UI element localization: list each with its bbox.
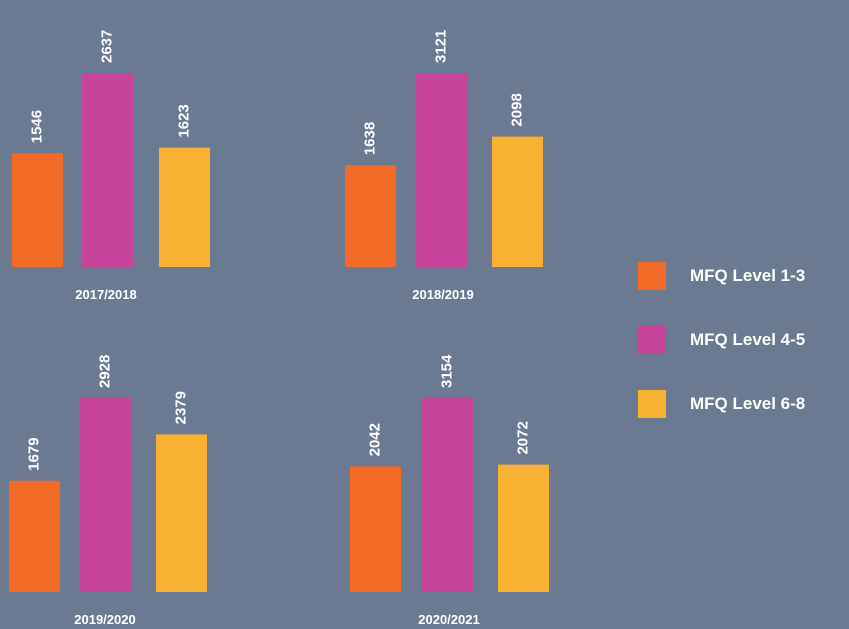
bar-level-6-8: [159, 147, 210, 267]
bar-level-1-3: [345, 165, 396, 267]
legend: MFQ Level 1-3 MFQ Level 4-5 MFQ Level 6-…: [638, 262, 849, 454]
data-label-level-6-8: 2098: [508, 93, 525, 126]
legend-label-level-6-8: MFQ Level 6-8: [690, 394, 806, 413]
bar-level-6-8: [492, 136, 543, 267]
bar-level-1-3: [350, 466, 401, 592]
data-label-level-4-5: 2637: [98, 30, 115, 63]
bar-level-1-3: [12, 153, 63, 267]
bar-chart-1: 1546 2637 1623 2017/2018: [12, 30, 210, 302]
data-label-level-4-5: 3154: [438, 354, 455, 388]
chart-caption: 2020/2021: [418, 612, 479, 627]
chart-caption: 2018/2019: [412, 287, 473, 302]
bar-level-4-5: [82, 73, 133, 267]
legend-swatch-level-4-5: [638, 326, 666, 354]
legend-swatch-level-6-8: [638, 390, 666, 418]
data-label-level-1-3: 2042: [366, 423, 383, 456]
bar-chart-4: 2042 3154 2072 2020/2021: [350, 354, 549, 627]
bar-chart-2: 1638 3121 2098 2018/2019: [345, 30, 543, 302]
chart-caption: 2017/2018: [75, 287, 136, 302]
bar-level-4-5: [80, 398, 131, 592]
legend-item-level-1-3: MFQ Level 1-3: [638, 262, 849, 290]
bar-level-1-3: [9, 480, 60, 592]
data-label-level-6-8: 1623: [175, 104, 192, 137]
data-label-level-4-5: 2928: [96, 355, 113, 388]
bar-level-4-5: [416, 73, 467, 267]
bar-level-6-8: [156, 434, 207, 592]
legend-label-level-4-5: MFQ Level 4-5: [690, 330, 806, 349]
legend-item-level-4-5: MFQ Level 4-5: [638, 326, 849, 354]
data-label-level-1-3: 1679: [25, 437, 42, 470]
legend-label-level-1-3: MFQ Level 1-3: [690, 266, 806, 285]
chart-caption: 2019/2020: [74, 612, 135, 627]
bar-chart-3: 1679 2928 2379 2019/2020: [9, 355, 207, 627]
data-label-level-4-5: 3121: [432, 30, 449, 63]
bar-level-6-8: [498, 464, 549, 592]
data-label-level-6-8: 2379: [172, 391, 189, 424]
legend-swatch-level-1-3: [638, 262, 666, 290]
bar-level-4-5: [422, 398, 473, 592]
data-label-level-1-3: 1638: [361, 122, 378, 155]
data-label-level-6-8: 2072: [514, 421, 531, 454]
legend-item-level-6-8: MFQ Level 6-8: [638, 390, 849, 418]
data-label-level-1-3: 1546: [28, 110, 45, 143]
